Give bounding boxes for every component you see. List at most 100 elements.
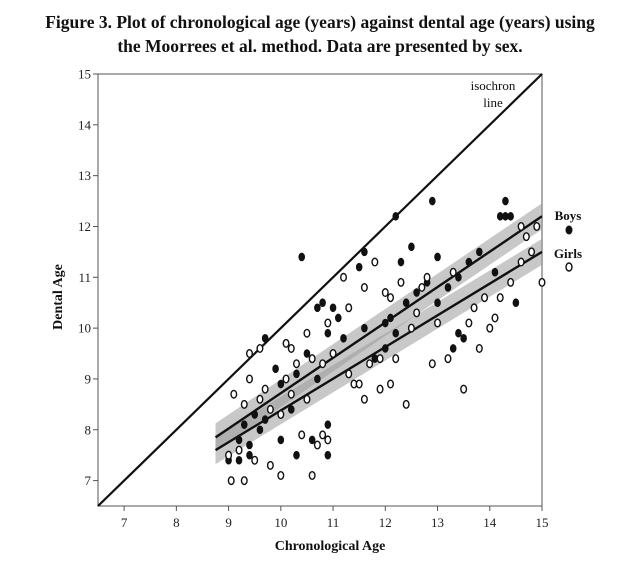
boy-point: [324, 420, 332, 429]
girl-point: [402, 399, 410, 409]
boy-point: [392, 328, 400, 338]
confidence-bands: [215, 203, 542, 465]
y-tick-label: 15: [78, 67, 91, 82]
girl-point: [324, 435, 332, 445]
y-tick-label: 11: [78, 270, 91, 285]
boy-point: [429, 196, 436, 206]
y-tick-label: 13: [78, 168, 91, 183]
x-tick-label: 8: [173, 515, 180, 530]
caption-line-2: the Moorrees et al. method. Data are pre…: [117, 36, 523, 56]
boy-point: [246, 440, 253, 450]
girl-point: [313, 440, 321, 450]
girl-point: [413, 308, 421, 318]
girl-point: [340, 272, 348, 282]
boy-point: [491, 267, 499, 277]
girl-point: [355, 379, 363, 389]
y-tick-label: 8: [85, 422, 92, 437]
boy-point: [340, 333, 347, 343]
y-tick-label: 7: [85, 473, 92, 488]
boy-point: [476, 247, 483, 257]
girl-point: [282, 374, 290, 384]
girl-point: [507, 277, 515, 287]
fit-line-girls: [214, 250, 543, 452]
girl-point: [387, 293, 395, 303]
boy-point: [361, 247, 368, 257]
girl-point: [528, 247, 536, 257]
boy-point: [387, 313, 394, 323]
x-axis-title: Chronological Age: [275, 539, 386, 554]
girl-point: [366, 359, 374, 369]
plot-frame: [97, 73, 543, 507]
boy-point: [329, 303, 337, 313]
y-tick-label: 9: [85, 371, 92, 386]
legend-label-girls: Girls: [554, 246, 582, 261]
girl-point: [517, 257, 525, 267]
girl-point: [481, 293, 489, 303]
boy-point: [293, 450, 300, 460]
boy-point: [402, 298, 410, 308]
girl-point: [324, 318, 332, 328]
boy-point: [334, 313, 342, 323]
girl-point: [434, 318, 442, 328]
x-tick-label: 7: [121, 515, 128, 530]
boy-point: [251, 410, 259, 419]
girl-point: [292, 359, 300, 369]
isochron-line-path: [97, 73, 543, 507]
girl-point: [245, 349, 253, 359]
boy-point: [319, 298, 326, 308]
girl-point: [486, 323, 494, 333]
x-tick-label: 12: [379, 515, 392, 530]
boy-point: [240, 420, 248, 429]
data-points: [225, 196, 546, 486]
boy-point: [298, 252, 306, 262]
girl-point: [298, 430, 306, 440]
boy-point: [303, 349, 311, 358]
girl-point: [261, 384, 269, 394]
girl-point: [287, 343, 295, 353]
girl-point: [387, 379, 395, 389]
boy-point: [314, 374, 321, 384]
boy-point: [308, 435, 316, 445]
x-tick-label: 9: [225, 515, 232, 530]
boy-point: [449, 344, 457, 353]
y-tick-label: 10: [78, 321, 91, 336]
boy-point: [413, 288, 420, 297]
girl-point: [319, 359, 327, 369]
boy-point: [324, 328, 332, 338]
girl-point: [251, 455, 259, 465]
girl-point: [303, 394, 311, 404]
boy-point: [261, 333, 269, 343]
girl-point: [470, 303, 478, 313]
girl-point: [360, 394, 368, 404]
plot-border: [97, 73, 543, 507]
legend-label-boys: Boys: [555, 208, 582, 223]
girl-point: [475, 343, 483, 353]
girl-point: [423, 272, 431, 282]
fit-line-boys: [214, 215, 543, 439]
isochron-line: [97, 73, 543, 507]
girl-point: [376, 354, 384, 364]
girl-point: [371, 257, 379, 267]
boy-point: [512, 298, 520, 308]
girl-point: [345, 369, 353, 379]
girl-point: [449, 267, 457, 277]
girl-point: [444, 354, 452, 364]
girl-point: [428, 359, 436, 369]
x-tick-label: 11: [327, 515, 340, 530]
girl-point: [496, 293, 504, 303]
girl-point: [235, 445, 243, 455]
girl-point: [538, 277, 546, 287]
boy-point: [272, 364, 279, 374]
boy-point: [261, 415, 269, 424]
boy-point: [256, 425, 264, 435]
girl-point: [465, 318, 473, 328]
x-tick-label: 10: [274, 515, 287, 530]
girl-point: [360, 282, 368, 292]
girl-point: [308, 354, 316, 364]
boy-point: [444, 283, 452, 292]
boy-point: [455, 328, 462, 338]
girl-point: [240, 399, 248, 409]
boy-point: [235, 455, 243, 465]
girl-point: [308, 471, 316, 481]
